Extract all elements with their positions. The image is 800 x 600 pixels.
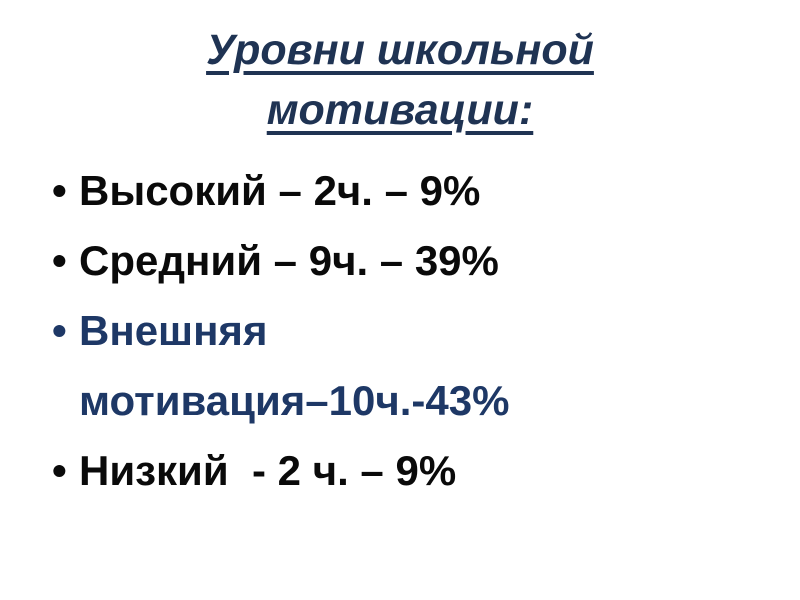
title-line-2: мотивации: [266, 86, 534, 134]
bullet-text: Высокий – 2ч. – 9% [79, 167, 481, 214]
bullet-list: • Высокий – 2ч. – 9% • Средний – 9ч. – 3… [0, 156, 800, 506]
bullet-item-external: • Внешняя мотивация–10ч.-43% [52, 296, 790, 436]
bullet-item-low: • Низкий - 2 ч. – 9% [52, 436, 790, 506]
bullet-dot-icon: • [52, 447, 67, 494]
title-line-1: Уровни школьной [206, 26, 594, 74]
bullet-dot-icon: • [52, 237, 67, 284]
bullet-text: Низкий - 2 ч. – 9% [79, 447, 457, 494]
bullet-dot-icon: • [52, 307, 67, 354]
slide-title: Уровни школьной мотивации: [0, 0, 800, 140]
bullet-text: мотивация–10ч.-43% [79, 377, 510, 424]
bullet-dot-icon: • [52, 167, 67, 214]
bullet-item-medium: • Средний – 9ч. – 39% [52, 226, 790, 296]
bullet-text: Внешняя [79, 307, 268, 354]
bullet-text: Средний – 9ч. – 39% [79, 237, 499, 284]
bullet-item-high: • Высокий – 2ч. – 9% [52, 156, 790, 226]
